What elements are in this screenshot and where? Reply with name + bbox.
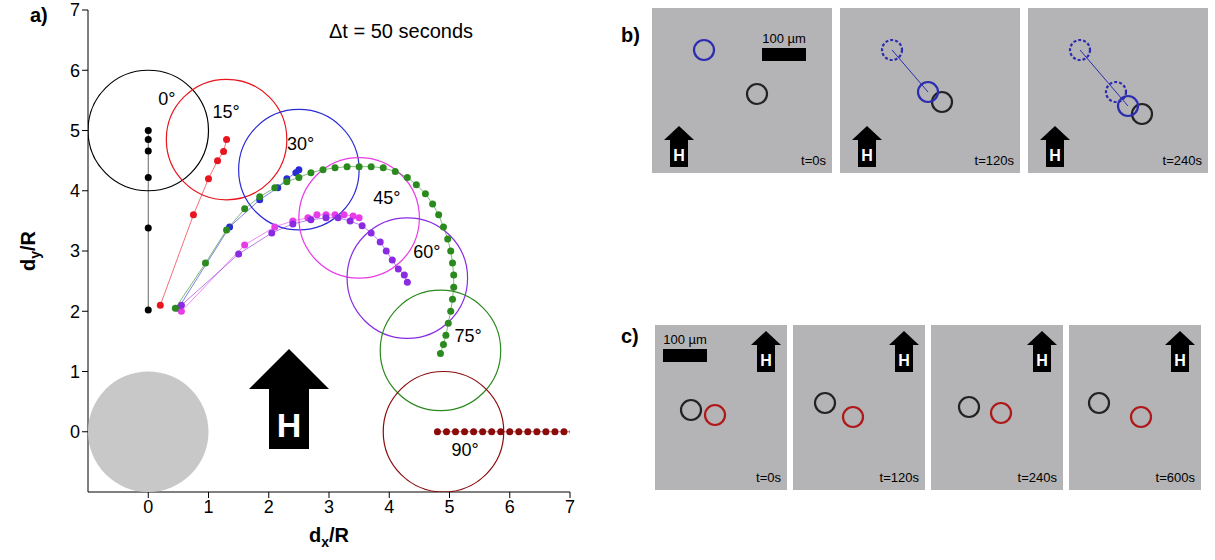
svg-text:5: 5: [70, 121, 80, 141]
svg-text:4: 4: [70, 181, 80, 201]
html-text:c): c): [621, 325, 639, 347]
svg-text:t=240s: t=240s: [1018, 470, 1058, 485]
html-text:y: y: [27, 251, 43, 259]
svg-text:3: 3: [324, 497, 334, 517]
svg-text:100 µm: 100 µm: [762, 31, 806, 46]
svg-text:H: H: [898, 352, 910, 369]
svg-text:7: 7: [70, 0, 80, 20]
svg-text:6: 6: [505, 497, 515, 517]
svg-text:H: H: [673, 147, 685, 164]
svg-text:t=120s: t=120s: [880, 470, 920, 485]
svg-text:3: 3: [70, 241, 80, 261]
svg-text:100 µm: 100 µm: [663, 332, 707, 347]
svg-text:t=0s: t=0s: [801, 153, 826, 168]
svg-text:t=600s: t=600s: [1156, 470, 1196, 485]
svg-text:t=0s: t=0s: [756, 470, 781, 485]
html-text:b): b): [621, 24, 640, 46]
svg-text:4: 4: [384, 497, 394, 517]
svg-text:75°: 75°: [454, 326, 481, 346]
svg-text:30°: 30°: [287, 134, 314, 154]
svg-text:0: 0: [143, 497, 153, 517]
svg-text:H: H: [1174, 352, 1186, 369]
html-text:d: d: [17, 258, 39, 271]
html-text:dx/R: dx/R: [309, 524, 349, 550]
svg-text:5: 5: [444, 497, 454, 517]
svg-text:45°: 45°: [373, 188, 400, 208]
svg-text:H: H: [760, 352, 772, 369]
svg-text:1: 1: [70, 362, 80, 382]
svg-text:2: 2: [70, 302, 80, 322]
svg-text:60°: 60°: [413, 242, 440, 262]
svg-text:6: 6: [70, 61, 80, 81]
svg-text:15°: 15°: [213, 102, 240, 122]
svg-text:0: 0: [70, 422, 80, 442]
svg-text:1: 1: [203, 497, 213, 517]
svg-text:H: H: [1049, 147, 1061, 164]
svg-text:7: 7: [565, 497, 575, 517]
svg-text:2: 2: [264, 497, 274, 517]
html-text:/R: /R: [17, 231, 39, 251]
svg-text:H: H: [1036, 352, 1048, 369]
svg-text:H: H: [277, 406, 302, 444]
svg-text:90°: 90°: [451, 440, 478, 460]
svg-text:0°: 0°: [158, 89, 175, 109]
html-text:a): a): [30, 4, 48, 26]
svg-text:t=120s: t=120s: [975, 153, 1015, 168]
html-text:Δt = 50 seconds: Δt = 50 seconds: [329, 20, 473, 42]
svg-text:t=240s: t=240s: [1163, 153, 1203, 168]
svg-text:H: H: [861, 147, 873, 164]
